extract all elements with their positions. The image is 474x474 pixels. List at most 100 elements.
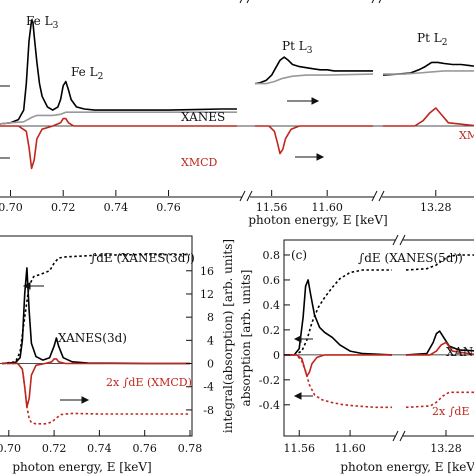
bl-y2-tick-label: -8 [203,404,214,417]
bl-y2-tick-label: 8 [207,311,214,324]
top-axis-breaks [239,0,385,202]
top-break-1-bottom [239,190,253,202]
arrowhead-br-xmcd [293,392,302,400]
br-y-tick-label: -0.2 [259,374,280,387]
label-fe-l3: Fe L3 [26,14,59,31]
label-xan-clipped: XAN [446,345,473,359]
arrows-top [0,85,325,161]
arrows-br [293,335,313,400]
br-x-axis-title: photon energy, E [keV] [340,460,474,474]
panel-bottom-right: 11.56 11.60 13.28 -0.4 -0.2 0 0.2 0.4 0.6 0.8 ph… [239,234,474,474]
bl-series-xmcd-1 [2,358,190,408]
br-y-tick-label: 0.8 [263,249,281,262]
label-xmcd: XMCD [181,156,218,169]
bl-plot-area [0,253,191,425]
br-frame [283,239,474,437]
br-series-2x-de-xmcd-1 [284,354,392,409]
top-x-tick-label: 11.56 [256,201,288,214]
panel-bottom-left: 0.70 0.72 0.74 0.76 0.78 -8 -4 0 4 8 12 16 photon … [0,235,235,474]
arrowhead-xmcd [316,153,325,161]
br-series-xanes-1 [284,279,393,356]
br-y-tick-label: -0.4 [259,399,280,412]
br-axis-breaks [392,234,406,442]
br-y-tick-label: 0.6 [263,274,281,287]
bl-series-xanes-3d-1 [1,267,190,365]
label-xanes: XANES [181,110,225,124]
bl-series-2x-de-xmcd-1 [2,362,190,425]
bl-frame [0,235,193,437]
bl-y2-tick-label: 12 [200,288,214,301]
br-y-tick-label: 0.4 [263,299,281,312]
bl-y2-axis-title: integral(absorption) [arb. units] [221,239,235,433]
br-series-de-xanes-5d-2 [405,254,474,271]
bl-x-ticks: 0.70 0.72 0.74 0.76 0.78 [0,430,202,455]
bl-y2-ticks: -8 -4 0 4 8 12 16 [186,265,214,417]
arrowhead-xanes [311,97,320,105]
top-series-xanes-1 [0,19,237,125]
br-plot-area [284,254,474,409]
top-plot-area [0,19,474,170]
top-break-2-top [371,0,382,4]
top-x-tick-label: 0.74 [104,201,129,214]
panel-label-c: (c) [291,248,307,262]
label-pt-l2: Pt L2 [417,31,447,48]
top-series-xmcd-1 [0,117,237,170]
top-x-tick-label: 0.76 [156,201,181,214]
top-x-axis-title: photon energy, E [keV] [248,213,387,227]
top-x-tick-label: 0.70 [0,201,23,214]
br-series-xanes-2 [405,330,474,356]
br-break-bottom [392,430,406,442]
br-y-axis-title: absorption [arb. units] [239,270,253,407]
label-2x-int-xmcd: 2x ∫dE (XMCD) [106,376,192,389]
br-x-tick-label: 11.60 [334,442,366,455]
bl-x-tick-label: 0.70 [0,442,21,455]
br-break-top [392,234,406,246]
br-series-xmcd-2 [406,341,474,356]
top-series-ref1-1 [0,111,237,125]
bl-x-tick-label: 0.74 [87,442,112,455]
bl-series-de-xanes-3d-1 [1,253,190,365]
bl-x-tick-label: 0.78 [178,442,203,455]
bl-x-axis-title: photon energy, E [keV] [12,460,151,474]
top-series-ref1-2 [255,73,374,85]
label-fe-l2: Fe L2 [71,65,103,82]
arrowhead-bl-int-xanes [22,282,31,290]
label-2x-int-clipped: 2x ∫dE ( [432,405,474,418]
label-xanes3d: XANES(3d) [58,331,127,345]
top-x-ticks: 0.70 0.72 0.74 0.76 11.56 11.60 13.28 [0,190,452,214]
top-x-tick-label: 13.28 [420,201,452,214]
arrowhead-br-xanes [293,335,302,343]
bl-y2-tick-label: 4 [207,334,214,347]
label-int-xanes3d: ∫dE (XANES(3d)) [90,251,195,265]
label-xm-clipped: XM [459,129,474,142]
top-break-2-bottom [371,190,385,202]
br-x-ticks: 11.56 11.60 13.28 [283,430,462,455]
top-series-ref1-3 [383,70,474,75]
br-y-tick-label: 0.2 [263,324,281,337]
br-x-tick-label: 11.56 [283,442,315,455]
bl-x-tick-label: 0.72 [42,442,67,455]
top-series-xanes-3 [382,61,474,76]
br-y-tick-label: 0 [273,349,280,362]
br-x-tick-label: 13.28 [430,442,462,455]
panel-top: 0.70 0.72 0.74 0.76 11.56 11.60 13.28 photon e… [0,0,474,227]
top-break-1-top [239,0,250,4]
arrowhead-bl-xmcd [81,396,90,404]
bl-y2-tick-label: -4 [203,381,214,394]
br-series-de-xanes-5d-1 [284,269,392,356]
top-series-xmcd-2 [255,125,373,155]
br-y-ticks: -0.4 -0.2 0 0.2 0.4 0.6 0.8 [259,249,290,412]
top-x-tick-label: 11.60 [311,201,343,214]
bl-y2-tick-label: 0 [207,358,214,371]
label-pt-l3: Pt L3 [282,39,313,56]
top-x-tick-label: 0.72 [51,201,76,214]
arrows-bl [22,282,90,404]
bl-y2-tick-label: 16 [200,265,214,278]
label-int-xanes5d: ∫dE (XANES(5d)) [358,251,463,265]
top-series-xanes-2 [254,56,373,85]
top-frame [0,196,474,198]
top-series-xmcd-3 [383,107,474,127]
bl-x-tick-label: 0.76 [132,442,157,455]
br-series-2x-de-xmcd-2 [405,391,474,409]
